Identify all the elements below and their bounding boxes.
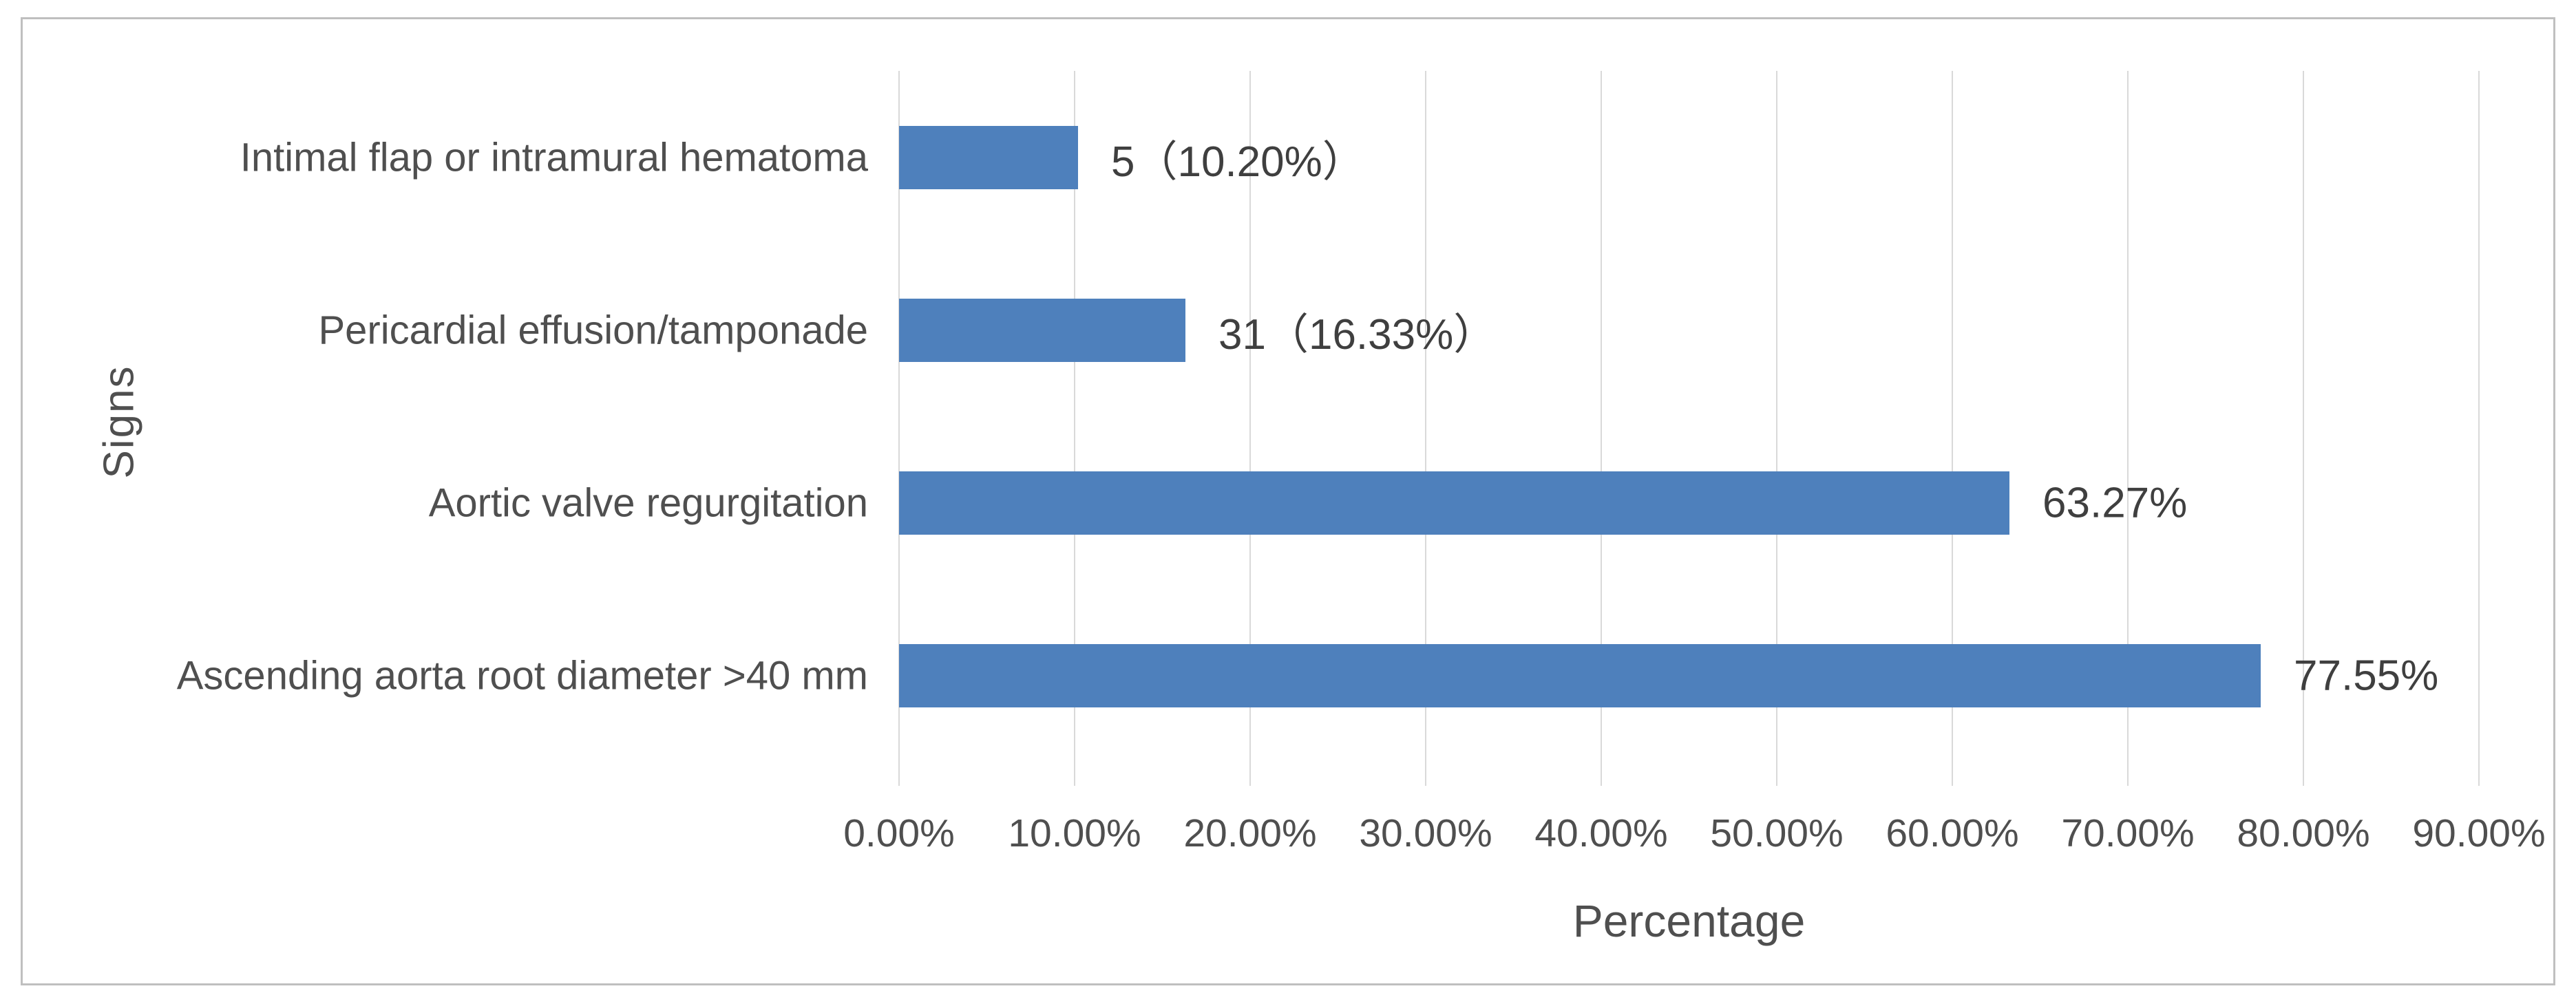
x-tick-label: 10.00% <box>1008 811 1141 855</box>
plot-area <box>898 71 2480 786</box>
bar <box>899 299 1185 362</box>
x-tick-label: 30.00% <box>1359 811 1492 855</box>
category-label: Pericardial effusion/tamponade <box>318 308 868 353</box>
value-label: 31（16.33%） <box>1218 310 1497 359</box>
x-tick-label: 50.00% <box>1710 811 1844 855</box>
gridline <box>2127 71 2129 786</box>
gridline <box>898 71 900 786</box>
category-label: Ascending aorta root diameter >40 mm <box>176 653 868 698</box>
bar <box>899 126 1078 189</box>
gridline <box>1601 71 1602 786</box>
gridline <box>1074 71 1075 786</box>
gridline <box>1776 71 1777 786</box>
x-tick-label: 0.00% <box>843 811 955 855</box>
bar <box>899 644 2261 707</box>
value-label: 77.55% <box>2294 652 2439 700</box>
x-tick-label: 80.00% <box>2237 811 2370 855</box>
category-label: Aortic valve regurgitation <box>428 480 868 526</box>
x-tick-label: 90.00% <box>2412 811 2546 855</box>
x-axis-title: Percentage <box>1572 895 1806 946</box>
x-tick-label: 40.00% <box>1534 811 1668 855</box>
x-tick-label: 60.00% <box>1886 811 2019 855</box>
bar <box>899 471 2009 535</box>
y-axis-title: Signs <box>95 365 143 479</box>
gridline <box>1249 71 1251 786</box>
gridline <box>2303 71 2304 786</box>
chart-frame: Signs Intimal flap or intramural hematom… <box>21 17 2555 985</box>
gridline <box>2478 71 2480 786</box>
x-tick-label: 70.00% <box>2061 811 2195 855</box>
value-label: 63.27% <box>2042 479 2188 527</box>
gridline <box>1952 71 1953 786</box>
value-label: 5（10.20%） <box>1111 138 1365 186</box>
x-tick-label: 20.00% <box>1183 811 1317 855</box>
gridline <box>1425 71 1426 786</box>
category-label: Intimal flap or intramural hematoma <box>240 135 868 180</box>
